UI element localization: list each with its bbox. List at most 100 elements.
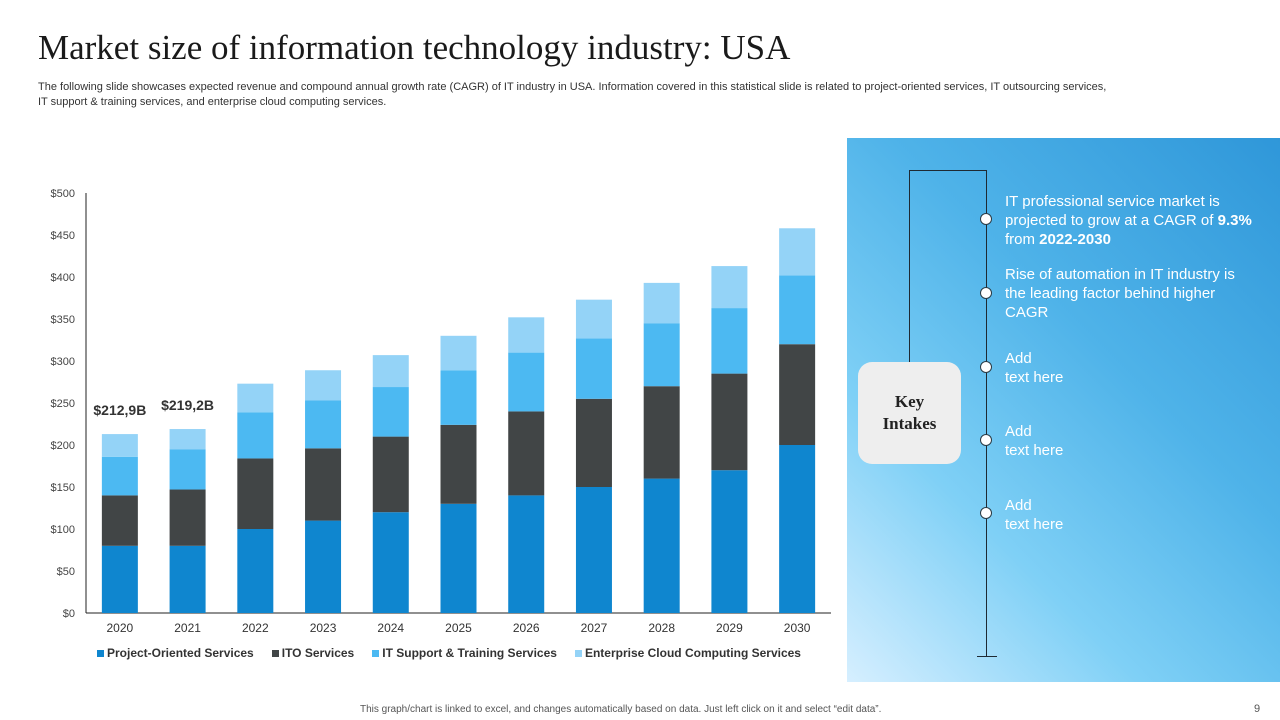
intake-point-cagr: IT professional service market is projec…	[1005, 192, 1255, 249]
x-tick-label: 2028	[648, 621, 675, 635]
page-title: Market size of information technology in…	[38, 28, 791, 67]
key-intakes-box: Key Intakes	[858, 362, 961, 464]
page-number: 9	[1254, 703, 1261, 715]
legend-item-it-support: IT Support & Training Services	[372, 646, 557, 660]
bar-segment	[440, 424, 477, 504]
legend-label: Enterprise Cloud Computing Services	[584, 646, 801, 660]
bar-segment	[237, 458, 274, 529]
bar-segment	[711, 373, 748, 471]
bar-segment	[643, 323, 680, 387]
timeline-dot	[980, 213, 992, 225]
x-tick-label: 2026	[513, 621, 540, 635]
bar-segment	[101, 495, 138, 546]
legend-swatch	[574, 649, 582, 657]
bar-segment	[372, 436, 409, 513]
bar-segment	[237, 412, 274, 459]
bar-segment	[440, 370, 477, 425]
bar-segment	[372, 387, 409, 437]
x-tick-label: 2029	[716, 621, 743, 635]
bar-segment	[575, 487, 612, 613]
key-intakes-label-line1: Key	[894, 392, 925, 411]
legend-swatch	[271, 649, 279, 657]
placeholder-line: Add	[1005, 423, 1032, 440]
bar-segment	[305, 520, 342, 613]
timeline-dot	[980, 507, 992, 519]
x-tick-label: 2022	[242, 621, 269, 635]
x-tick-label: 2027	[581, 621, 608, 635]
bar-segment	[508, 352, 545, 412]
bar-segment	[711, 308, 748, 374]
placeholder-line: Add	[1005, 497, 1032, 514]
bar-segment	[101, 545, 138, 613]
bar-segment	[711, 266, 748, 309]
x-tick-label: 2030	[784, 621, 811, 635]
legend-item-ito: ITO Services	[271, 646, 355, 660]
bar-segment	[575, 338, 612, 399]
intake-point-text: IT professional service market is projec…	[1005, 193, 1220, 229]
bar-segment	[508, 411, 545, 496]
timeline-dot	[980, 361, 992, 373]
bar-segment	[169, 449, 206, 490]
bar-segment	[779, 275, 816, 345]
timeline-dot	[980, 434, 992, 446]
bar-segment	[643, 478, 680, 613]
bar-segment	[440, 503, 477, 613]
bar-segment	[575, 398, 612, 487]
timeline-end-line	[977, 656, 997, 657]
intake-point-placeholder: Add text here	[1005, 349, 1255, 387]
y-tick-label: $50	[57, 566, 75, 578]
intake-point-placeholder: Add text here	[1005, 496, 1255, 534]
bar-segment	[169, 429, 206, 450]
cagr-years: 2022-2030	[1039, 231, 1111, 248]
x-tick-label: 2021	[174, 621, 201, 635]
connector-line	[909, 170, 987, 171]
x-tick-label: 2024	[377, 621, 404, 635]
legend-swatch	[97, 649, 104, 657]
y-tick-label: $300	[51, 356, 75, 368]
cagr-value: 9.3%	[1217, 212, 1252, 229]
legend-label: ITO Services	[281, 646, 355, 660]
y-tick-label: $100	[51, 524, 75, 536]
bar-segment	[508, 317, 545, 353]
bar-segment	[440, 335, 477, 371]
placeholder-line: text here	[1005, 442, 1064, 459]
bar-segment	[575, 299, 612, 339]
key-intakes-label-line2: Intakes	[882, 414, 937, 433]
bar-segment	[779, 228, 816, 276]
bar-segment	[169, 489, 206, 546]
bar-segment	[237, 383, 274, 413]
footer-note: This graph/chart is linked to excel, and…	[360, 704, 882, 715]
y-tick-label: $400	[51, 272, 75, 284]
y-tick-label: $150	[51, 482, 75, 494]
placeholder-line: text here	[1005, 516, 1064, 533]
placeholder-line: Add	[1005, 350, 1032, 367]
data-label: $219,2B	[161, 397, 214, 413]
legend-item-project-oriented: Project-Oriented Services	[97, 646, 254, 660]
bar-segment	[643, 386, 680, 479]
page-subtitle: The following slide showcases expected r…	[38, 81, 1107, 108]
legend-item-cloud: Enterprise Cloud Computing Services	[574, 646, 801, 660]
y-tick-label: $350	[51, 314, 75, 326]
intake-point-automation: Rise of automation in IT industry is the…	[1005, 266, 1235, 321]
stacked-bar-chart[interactable]: $0 $50 $100 $150 $200 $250 $300 $350 $400 $450 $50…	[0, 170, 840, 640]
bar-segment	[101, 456, 138, 496]
placeholder-line: text here	[1005, 369, 1064, 386]
data-label: $212,9B	[93, 402, 146, 418]
bar-segment	[101, 434, 138, 457]
y-tick-label: $500	[51, 188, 75, 200]
timeline-line	[986, 170, 987, 657]
bar-segment	[643, 282, 680, 324]
bar-segment	[305, 400, 342, 449]
intake-point-text: from	[1005, 231, 1040, 248]
bar-segment	[711, 470, 748, 613]
legend-label: Project-Oriented Services	[107, 646, 254, 660]
bar-segment	[169, 545, 206, 613]
y-tick-label: $450	[51, 230, 75, 242]
x-tick-label: 2023	[310, 621, 337, 635]
legend-swatch	[372, 649, 380, 657]
y-tick-label: $0	[63, 608, 75, 620]
x-tick-label: 2020	[107, 621, 134, 635]
legend-label: IT Support & Training Services	[382, 646, 557, 660]
bar-segment	[372, 355, 409, 388]
connector-line	[909, 170, 910, 362]
